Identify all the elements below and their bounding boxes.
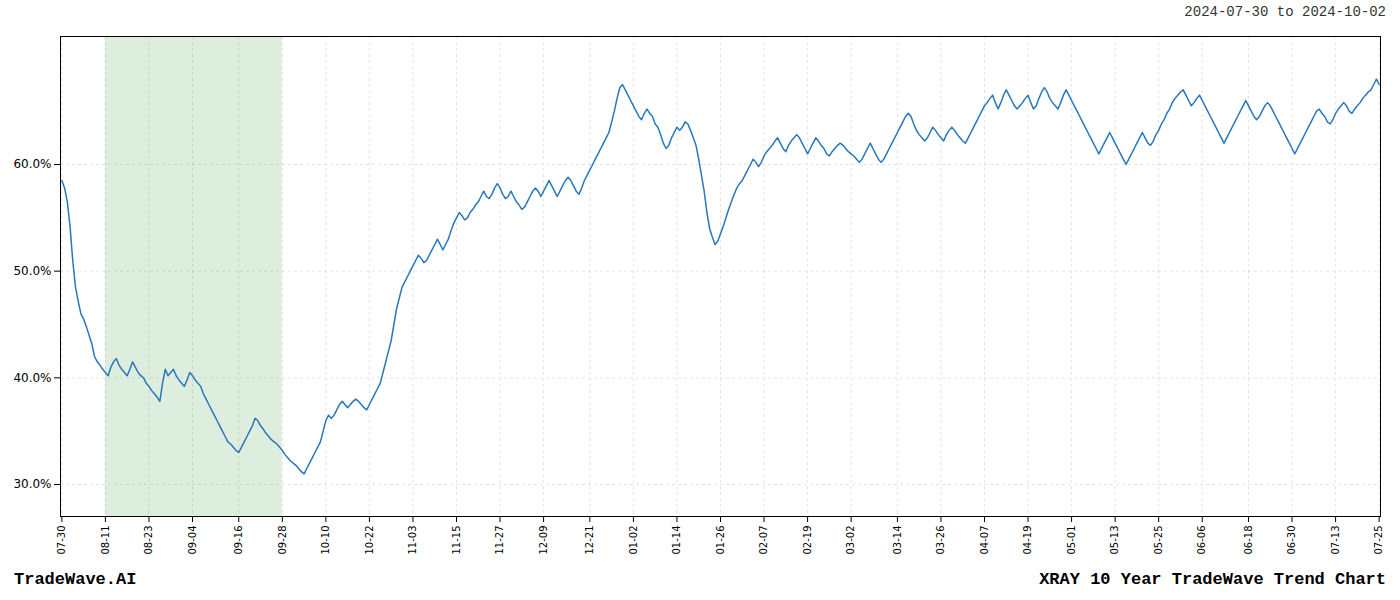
svg-text:08-23: 08-23 xyxy=(143,526,154,555)
svg-text:50.0%: 50.0% xyxy=(13,264,51,278)
svg-text:30.0%: 30.0% xyxy=(13,477,51,491)
svg-text:11-15: 11-15 xyxy=(451,526,462,555)
svg-text:05-25: 05-25 xyxy=(1153,526,1164,555)
svg-text:05-13: 05-13 xyxy=(1109,526,1120,555)
svg-text:60.0%: 60.0% xyxy=(13,157,51,171)
svg-text:10-10: 10-10 xyxy=(320,526,331,555)
svg-text:12-21: 12-21 xyxy=(584,526,595,555)
html-text:TradeWave.AI: TradeWave.AI xyxy=(14,570,137,589)
svg-text:01-02: 01-02 xyxy=(628,526,639,555)
svg-text:40.0%: 40.0% xyxy=(13,371,51,385)
svg-text:03-26: 03-26 xyxy=(935,526,946,555)
svg-text:11-27: 11-27 xyxy=(494,526,505,555)
svg-text:09-28: 09-28 xyxy=(277,526,288,555)
svg-text:01-26: 01-26 xyxy=(715,526,726,555)
svg-text:07-30: 07-30 xyxy=(56,526,67,555)
svg-text:06-30: 06-30 xyxy=(1286,526,1297,555)
svg-text:06-18: 06-18 xyxy=(1243,526,1254,555)
svg-text:09-16: 09-16 xyxy=(233,526,244,555)
svg-text:08-11: 08-11 xyxy=(100,526,111,555)
svg-text:04-07: 04-07 xyxy=(979,526,990,555)
html-text:XRAY 10 Year TradeWave Trend C: XRAY 10 Year TradeWave Trend Chart xyxy=(1039,570,1386,589)
html-text:2024-07-30 to 2024-10-02: 2024-07-30 to 2024-10-02 xyxy=(1184,4,1386,20)
svg-text:05-01: 05-01 xyxy=(1066,526,1077,555)
svg-text:07-25: 07-25 xyxy=(1373,526,1384,555)
svg-text:01-14: 01-14 xyxy=(671,526,682,555)
svg-text:07-13: 07-13 xyxy=(1330,526,1341,555)
svg-text:06-06: 06-06 xyxy=(1196,526,1207,555)
svg-text:10-22: 10-22 xyxy=(364,526,375,555)
svg-text:09-04: 09-04 xyxy=(187,526,198,555)
svg-text:02-19: 02-19 xyxy=(802,526,813,555)
svg-text:03-14: 03-14 xyxy=(892,526,903,555)
svg-text:11-03: 11-03 xyxy=(407,526,418,555)
svg-text:12-09: 12-09 xyxy=(538,526,549,555)
svg-text:03-02: 03-02 xyxy=(845,526,856,555)
svg-text:04-19: 04-19 xyxy=(1022,526,1033,555)
svg-text:02-07: 02-07 xyxy=(758,526,769,555)
